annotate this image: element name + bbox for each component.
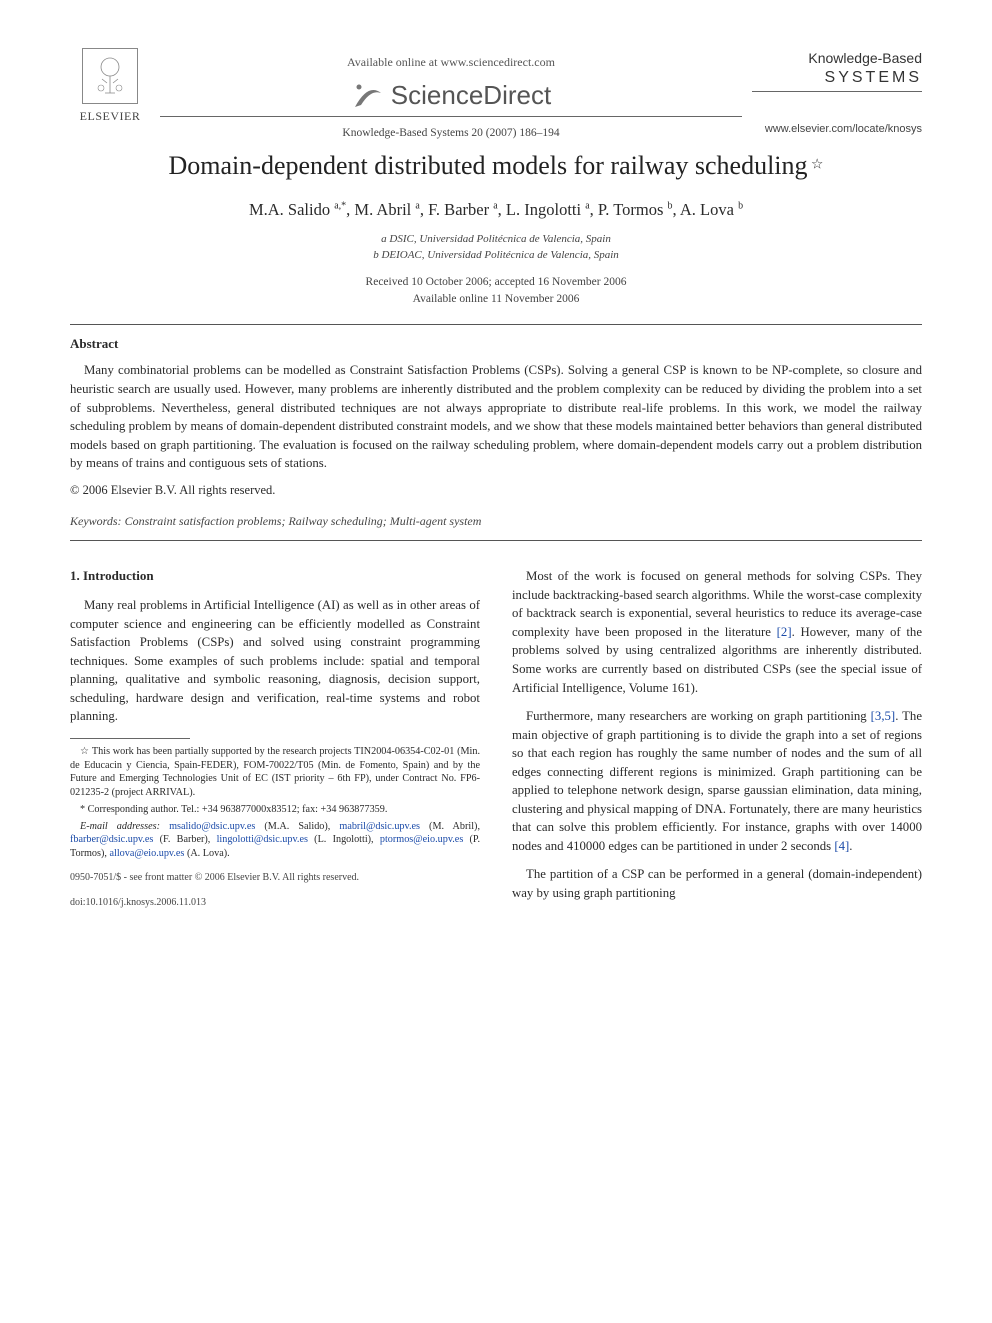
email-link[interactable]: mabril@dsic.upv.es bbox=[339, 821, 420, 832]
rp2-text-c: . bbox=[849, 839, 852, 853]
keywords-values: Constraint satisfaction problems; Railwa… bbox=[122, 514, 482, 528]
author-affiliation-sup: a,* bbox=[334, 201, 346, 212]
doi-line: doi:10.1016/j.knosys.2006.11.013 bbox=[70, 896, 480, 911]
sciencedirect-icon bbox=[351, 79, 385, 113]
affiliation-a: a DSIC, Universidad Politécnica de Valen… bbox=[70, 232, 922, 248]
online-date: Available online 11 November 2006 bbox=[70, 291, 922, 308]
footnote-funding: ☆ This work has been partially supported… bbox=[70, 745, 480, 800]
email-link[interactable]: msalido@dsic.upv.es bbox=[169, 821, 255, 832]
keywords-label: Keywords: bbox=[70, 514, 122, 528]
rp2-text-b: . The main objective of graph partitioni… bbox=[512, 709, 922, 853]
ref-3-5-link[interactable]: [3,5] bbox=[871, 709, 896, 723]
header-row: ELSEVIER Available online at www.science… bbox=[70, 48, 922, 142]
introduction-heading: 1. Introduction bbox=[70, 567, 480, 586]
author-name: M.A. Salido bbox=[249, 200, 334, 219]
header-right: Knowledge-Based SYSTEMS www.elsevier.com… bbox=[752, 48, 922, 138]
abstract-top-rule bbox=[70, 324, 922, 325]
author-name: L. Ingolotti bbox=[506, 200, 585, 219]
copyright-line: © 2006 Elsevier B.V. All rights reserved… bbox=[70, 481, 922, 499]
email-label: E-mail addresses: bbox=[80, 821, 169, 832]
email-link[interactable]: allova@eio.upv.es bbox=[109, 848, 184, 859]
footnote-emails: E-mail addresses: msalido@dsic.upv.es (M… bbox=[70, 820, 480, 861]
affiliation-b: b DEIOAC, Universidad Politécnica de Val… bbox=[70, 248, 922, 264]
received-date: Received 10 October 2006; accepted 16 No… bbox=[70, 274, 922, 291]
right-column: Most of the work is focused on general m… bbox=[512, 567, 922, 912]
keywords-line: Keywords: Constraint satisfaction proble… bbox=[70, 513, 922, 530]
sciencedirect-row: ScienceDirect bbox=[150, 77, 752, 115]
dates-block: Received 10 October 2006; accepted 16 No… bbox=[70, 274, 922, 307]
footnote-corresponding: * Corresponding author. Tel.: +34 963877… bbox=[70, 803, 480, 817]
journal-rule bbox=[752, 91, 922, 92]
author-affiliation-sup: b bbox=[738, 201, 743, 212]
abstract-bottom-rule bbox=[70, 540, 922, 541]
author-name: F. Barber bbox=[428, 200, 493, 219]
journal-name-top: Knowledge-Based bbox=[752, 48, 922, 68]
locate-url: www.elsevier.com/locate/knosys bbox=[752, 122, 922, 138]
affiliations: a DSIC, Universidad Politécnica de Valen… bbox=[70, 232, 922, 264]
left-column: 1. Introduction Many real problems in Ar… bbox=[70, 567, 480, 912]
email-link[interactable]: lingolotti@dsic.upv.es bbox=[217, 834, 308, 845]
body-columns: 1. Introduction Many real problems in Ar… bbox=[70, 567, 922, 912]
rp2-text-a: Furthermore, many researchers are workin… bbox=[526, 709, 871, 723]
right-paragraph-2: Furthermore, many researchers are workin… bbox=[512, 707, 922, 855]
author-name: P. Tormos bbox=[598, 200, 668, 219]
email-who: (M.A. Salido), bbox=[255, 821, 339, 832]
title-footnote-star: ☆ bbox=[811, 157, 824, 172]
sciencedirect-name: ScienceDirect bbox=[391, 77, 551, 115]
publisher-logo-block: ELSEVIER bbox=[70, 48, 150, 125]
email-who: (F. Barber), bbox=[153, 834, 216, 845]
author-name: A. Lova bbox=[680, 200, 738, 219]
front-matter-line: 0950-7051/$ - see front matter © 2006 El… bbox=[70, 871, 480, 886]
footnotes: ☆ This work has been partially supported… bbox=[70, 745, 480, 861]
header-center: Available online at www.sciencedirect.co… bbox=[150, 48, 752, 142]
email-who: (A. Lova). bbox=[184, 848, 229, 859]
journal-citation: Knowledge-Based Systems 20 (2007) 186–19… bbox=[150, 125, 752, 142]
right-paragraph-1: Most of the work is focused on general m… bbox=[512, 567, 922, 697]
title-block: Domain-dependent distributed models for … bbox=[70, 147, 922, 185]
email-who: (M. Abril), bbox=[420, 821, 480, 832]
abstract-heading: Abstract bbox=[70, 335, 922, 354]
journal-name-bottom: SYSTEMS bbox=[752, 66, 922, 89]
elsevier-tree-icon bbox=[82, 48, 138, 104]
available-online-line: Available online at www.sciencedirect.co… bbox=[150, 54, 752, 71]
author-name: M. Abril bbox=[354, 200, 415, 219]
paper-title: Domain-dependent distributed models for … bbox=[169, 151, 808, 180]
email-link[interactable]: fbarber@dsic.upv.es bbox=[70, 834, 153, 845]
email-who: (L. Ingolotti), bbox=[308, 834, 380, 845]
abstract-text: Many combinatorial problems can be model… bbox=[70, 361, 922, 472]
footnote-rule bbox=[70, 738, 190, 739]
intro-paragraph-1: Many real problems in Artificial Intelli… bbox=[70, 596, 480, 726]
author-list: M.A. Salido a,*, M. Abril a, F. Barber a… bbox=[70, 198, 922, 222]
ref-2-link[interactable]: [2] bbox=[777, 625, 792, 639]
ref-4-link[interactable]: [4] bbox=[834, 839, 849, 853]
email-link[interactable]: ptormos@eio.upv.es bbox=[380, 834, 463, 845]
publisher-name: ELSEVIER bbox=[80, 108, 141, 125]
right-paragraph-3: The partition of a CSP can be performed … bbox=[512, 865, 922, 902]
